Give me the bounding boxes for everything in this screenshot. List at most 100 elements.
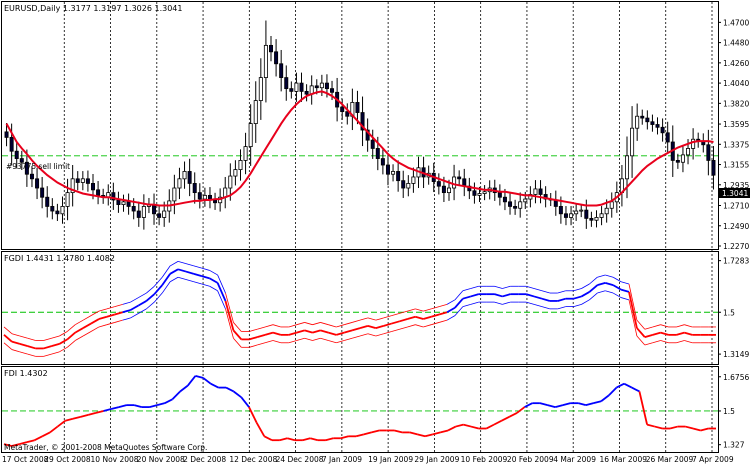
fgdi-lower-band: [264, 340, 274, 344]
fgdi-pane[interactable]: [1, 251, 719, 365]
fdi-main-line: [577, 402, 587, 407]
fdi-main-line: [600, 394, 610, 402]
current-price-label: 1.3041: [722, 189, 748, 198]
fgdi-main-line: [201, 275, 210, 280]
fdi-main-line: [118, 404, 127, 408]
fgdi-upper-band: [391, 313, 400, 317]
fgdi-main-line: [604, 282, 614, 286]
fgdi-lower-band: [581, 299, 590, 305]
fgdi-upper-band: [454, 290, 464, 301]
fgdi-main-line: [399, 318, 408, 323]
fgdi-lower-band: [676, 340, 685, 344]
fgdi-main-line: [620, 288, 630, 293]
fgdi-upper-band: [11, 333, 20, 337]
bear-candle: [187, 171, 192, 184]
bear-candle: [131, 206, 136, 212]
fgdi-main-line: [130, 304, 139, 311]
fdi-main-line: [26, 439, 35, 444]
bull-candle: [411, 176, 416, 184]
fgdi-main-line: [272, 331, 282, 336]
bull-candle: [391, 171, 396, 175]
bear-candle: [152, 204, 157, 215]
fgdi-upper-band: [3, 326, 13, 335]
fgdi-main-line: [98, 315, 108, 320]
fdi-main-line: [340, 435, 349, 440]
fgdi-lower-band: [597, 290, 606, 294]
fdi-main-line: [485, 423, 495, 430]
indicator-tick-label: 1.5: [723, 308, 735, 317]
fgdi-upper-band: [288, 324, 297, 328]
fdi-main-line: [279, 437, 288, 442]
fgdi-lower-band: [217, 290, 226, 310]
fgdi-main-line: [588, 284, 598, 293]
fdi-main-line: [164, 398, 173, 404]
bear-candle: [197, 192, 202, 200]
bear-candle: [563, 213, 568, 218]
fgdi-main-line: [628, 291, 638, 329]
fgdi-lower-band: [644, 342, 653, 346]
fgdi-main-line: [296, 329, 305, 334]
fgdi-lower-band: [177, 276, 187, 280]
fdi-main-line: [363, 431, 372, 436]
bear-candle: [375, 148, 380, 159]
fdi-main-line: [156, 402, 165, 407]
bear-candle: [380, 158, 385, 166]
fdi-lines: [2, 375, 718, 447]
fgdi-main-line: [122, 309, 131, 314]
fgdi-main-line: [652, 331, 661, 336]
fgdi-upper-band: [67, 324, 76, 332]
price-tick-label: 1.4260: [723, 59, 749, 68]
fdi-main-line: [493, 419, 503, 426]
fdi-main-line: [233, 390, 242, 399]
bull-candle: [625, 155, 630, 180]
fgdi-lower-band: [660, 340, 669, 344]
price-tick-label: 1.2270: [723, 242, 749, 251]
bear-candle: [645, 117, 650, 123]
fdi-title: FDI 1.4302: [4, 369, 48, 378]
fgdi-lower-band: [652, 340, 661, 344]
bull-candle: [446, 187, 451, 194]
fgdi-main-line: [232, 329, 243, 340]
fgdi-lower-band: [328, 340, 337, 344]
bull-candle: [228, 175, 233, 189]
price-axis: 1.4700 1.4480 1.4260 1.4040 1.3820 1.3595 1.33…: [718, 18, 749, 450]
fdi-pane[interactable]: [1, 366, 719, 453]
fdi-main-line: [608, 386, 618, 397]
fgdi-lower-band: [106, 322, 115, 326]
bear-candle: [401, 180, 406, 189]
bear-candle: [299, 82, 304, 92]
fgdi-main-line: [525, 293, 535, 298]
fgdi-upper-band: [533, 288, 543, 292]
fgdi-main-line: [51, 343, 60, 348]
fdi-main-line: [371, 429, 380, 434]
fgdi-lower-band: [605, 290, 614, 294]
fgdi-lower-band: [3, 342, 13, 350]
fgdi-main-line: [407, 315, 416, 320]
bear-candle: [29, 173, 34, 180]
fgdi-lower-band: [541, 306, 550, 310]
bull-candle: [162, 210, 167, 218]
fgdi-lower-band: [359, 333, 369, 337]
fdi-main-line: [149, 404, 158, 408]
fdi-main-line: [187, 375, 197, 387]
fgdi-upper-band: [431, 306, 440, 310]
sell-limit-order-label: #93775 sell limit: [6, 162, 70, 171]
main-pane[interactable]: [1, 1, 719, 250]
fgdi-upper-band: [423, 308, 432, 312]
fgdi-lower-band: [130, 313, 139, 319]
fgdi-lower-band: [367, 333, 376, 337]
fgdi-lower-band: [193, 281, 202, 285]
fgdi-main-line: [177, 268, 187, 273]
fgdi-upper-band: [367, 317, 376, 321]
bull-candle: [523, 198, 528, 203]
fgdi-main-line: [193, 272, 203, 277]
fgdi-upper-band: [581, 283, 590, 289]
fdi-main-line: [49, 425, 59, 434]
fgdi-upper-band: [628, 283, 638, 321]
fdi-main-line: [685, 425, 694, 430]
bull-candle: [202, 194, 207, 200]
bear-candle: [19, 158, 24, 163]
fgdi-upper-band: [383, 315, 392, 319]
fgdi-lower-band: [573, 303, 582, 307]
